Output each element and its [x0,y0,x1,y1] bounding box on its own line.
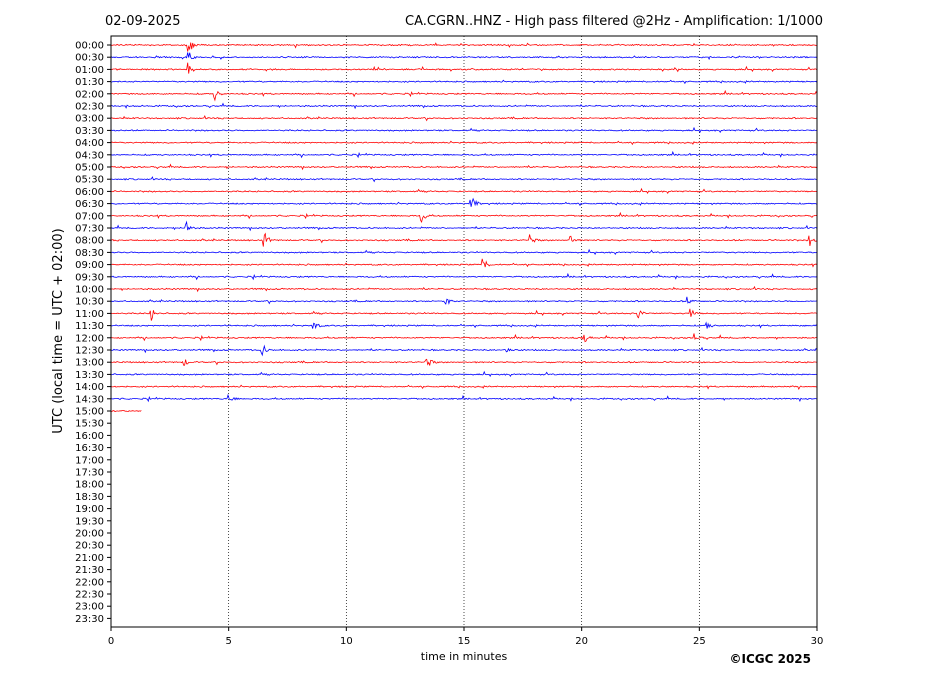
trace-row-02:00 [110,89,818,102]
y-tick-label: 04:30 [75,150,104,161]
y-tick-label: 21:00 [75,553,104,564]
trace-row-09:30 [110,272,818,281]
x-tick-label: 0 [108,636,114,647]
y-tick-label: 21:30 [75,565,104,576]
y-tick-label: 07:00 [75,211,104,222]
y-tick-label: 16:30 [75,443,104,454]
trace-row-05:30 [110,176,818,183]
y-tick-label: 12:00 [75,333,104,344]
y-tick-label: 00:00 [75,41,104,52]
trace-row-13:00 [110,358,818,366]
y-tick-label: 22:30 [75,590,104,601]
trace-row-11:00 [110,308,818,321]
trace-row-08:30 [111,248,818,256]
y-tick-label: 05:30 [75,175,104,186]
x-tick-label: 5 [225,636,231,647]
y-axis-label: UTC (local time = UTC + 02:00) [51,228,66,433]
y-tick-label: 13:30 [75,370,104,381]
y-tick-label: 19:30 [75,516,104,527]
y-tick-label: 18:00 [75,480,104,491]
y-tick-label: 20:00 [75,529,104,540]
copyright-label: ©ICGC 2025 [729,652,811,666]
trace-row-14:30 [110,393,818,403]
x-tick-label: 25 [693,636,706,647]
x-tick-label: 20 [575,636,588,647]
y-tick-label: 09:00 [75,260,104,271]
trace-row-12:30 [110,344,818,357]
y-tick-label: 01:30 [75,77,104,88]
trace-row-08:00 [110,232,818,247]
y-tick-label: 23:30 [75,614,104,625]
y-tick-label: 15:00 [75,407,104,418]
trace-row-15:00 [110,409,142,413]
date-label: 02-09-2025 [105,14,181,29]
y-tick-label: 03:00 [75,114,104,125]
y-tick-label: 10:30 [75,297,104,308]
trace-row-10:00 [110,285,818,293]
trace-row-06:30 [110,197,818,207]
chart-title: CA.CGRN..HNZ - High pass filtered @2Hz -… [405,14,823,29]
y-tick-label: 05:00 [75,163,104,174]
y-tick-label: 23:00 [75,602,104,613]
y-tick-label: 08:30 [75,248,104,259]
trace-row-00:30 [110,52,818,61]
y-tick-label: 07:30 [75,224,104,235]
y-tick-label: 11:00 [75,309,104,320]
y-tick-label: 01:00 [75,65,104,76]
y-tick-label: 10:00 [75,285,104,296]
y-tick-label: 16:00 [75,431,104,442]
trace-row-02:30 [110,102,818,110]
trace-row-06:00 [110,187,818,195]
plot-frame [110,35,818,628]
y-tick-label: 14:30 [75,394,104,405]
trace-row-03:30 [110,126,818,134]
trace-row-01:30 [110,79,818,85]
y-tick-label: 03:30 [75,126,104,137]
y-tick-label: 00:30 [75,53,104,64]
trace-row-00:00 [110,42,817,52]
y-tick-label: 04:00 [75,138,104,149]
y-tick-label: 09:30 [75,272,104,283]
trace-row-04:00 [110,140,818,146]
y-tick-label: 18:30 [75,492,104,503]
trace-row-12:00 [111,333,818,343]
y-tick-label: 11:30 [75,321,104,332]
trace-row-03:00 [110,115,818,122]
trace-row-04:30 [110,150,818,159]
x-tick-label: 10 [340,636,353,647]
y-tick-label: 06:30 [75,199,104,210]
trace-row-07:00 [110,211,818,224]
vertical-gridlines [228,36,700,627]
y-tick-label: 06:00 [75,187,104,198]
x-axis: 0 5 10 15 20 25 30 [108,627,824,647]
y-tick-label: 02:00 [75,89,104,100]
y-tick-label: 17:00 [75,455,104,466]
trace-row-13:30 [110,370,818,378]
y-tick-label: 14:00 [75,382,104,393]
y-tick-label: 08:00 [75,236,104,247]
trace-row-14:00 [110,384,818,391]
trace-row-01:00 [110,62,818,74]
y-tick-label: 19:00 [75,504,104,515]
y-tick-label: 12:30 [75,346,104,357]
y-tick-label: 17:30 [75,468,104,479]
trace-row-10:30 [110,296,818,305]
y-tick-label: 13:00 [75,358,104,369]
trace-rows [110,42,818,413]
x-tick-label: 30 [811,636,824,647]
trace-row-11:30 [110,321,818,330]
y-tick-label: 15:30 [75,419,104,430]
y-tick-label: 02:30 [75,102,104,113]
x-axis-label: time in minutes [421,650,508,663]
y-tick-label: 20:30 [75,541,104,552]
trace-row-05:00 [111,163,818,171]
y-tick-label: 22:00 [75,577,104,588]
x-tick-label: 15 [458,636,471,647]
trace-row-07:30 [110,220,818,232]
trace-row-09:00 [111,258,818,268]
